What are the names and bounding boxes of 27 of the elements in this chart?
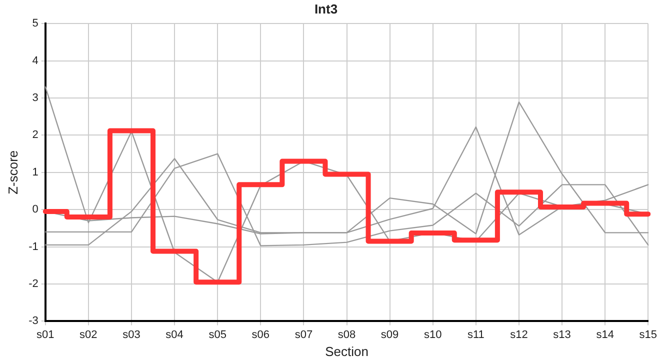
x-tick-label: s13	[553, 328, 571, 341]
x-tick-label: s08	[338, 328, 356, 341]
y-tick-label: -3	[28, 315, 38, 328]
y-tick-label: -2	[28, 278, 38, 290]
y-tick-label: 2	[32, 129, 38, 142]
x-tick-label: s01	[36, 328, 54, 341]
y-tick-label: 4	[32, 54, 38, 67]
x-tick-label: s07	[294, 328, 313, 341]
x-tick-label: s05	[208, 328, 226, 341]
x-tick-label: s09	[380, 328, 399, 341]
x-tick-label: s03	[122, 328, 140, 341]
x-tick-label: s10	[424, 328, 442, 341]
y-tick-label: 5	[32, 18, 38, 30]
y-tick-label: 3	[32, 92, 38, 104]
chart-title: Int3	[314, 1, 338, 16]
x-tick-label: s14	[596, 328, 614, 341]
y-tick-label: 0	[32, 204, 38, 216]
x-tick-label: s12	[510, 328, 528, 341]
y-tick-label: 1	[32, 166, 38, 178]
x-tick-label: s04	[166, 328, 184, 341]
x-tick-label: s15	[639, 328, 658, 341]
x-tick-label: s06	[252, 328, 270, 341]
x-tick-label: s02	[80, 328, 98, 341]
x-tick-label: s11	[467, 328, 484, 341]
y-axis-title: Z-score	[5, 150, 20, 194]
y-tick-label: -1	[28, 240, 38, 253]
x-axis-title: Section	[325, 344, 368, 359]
